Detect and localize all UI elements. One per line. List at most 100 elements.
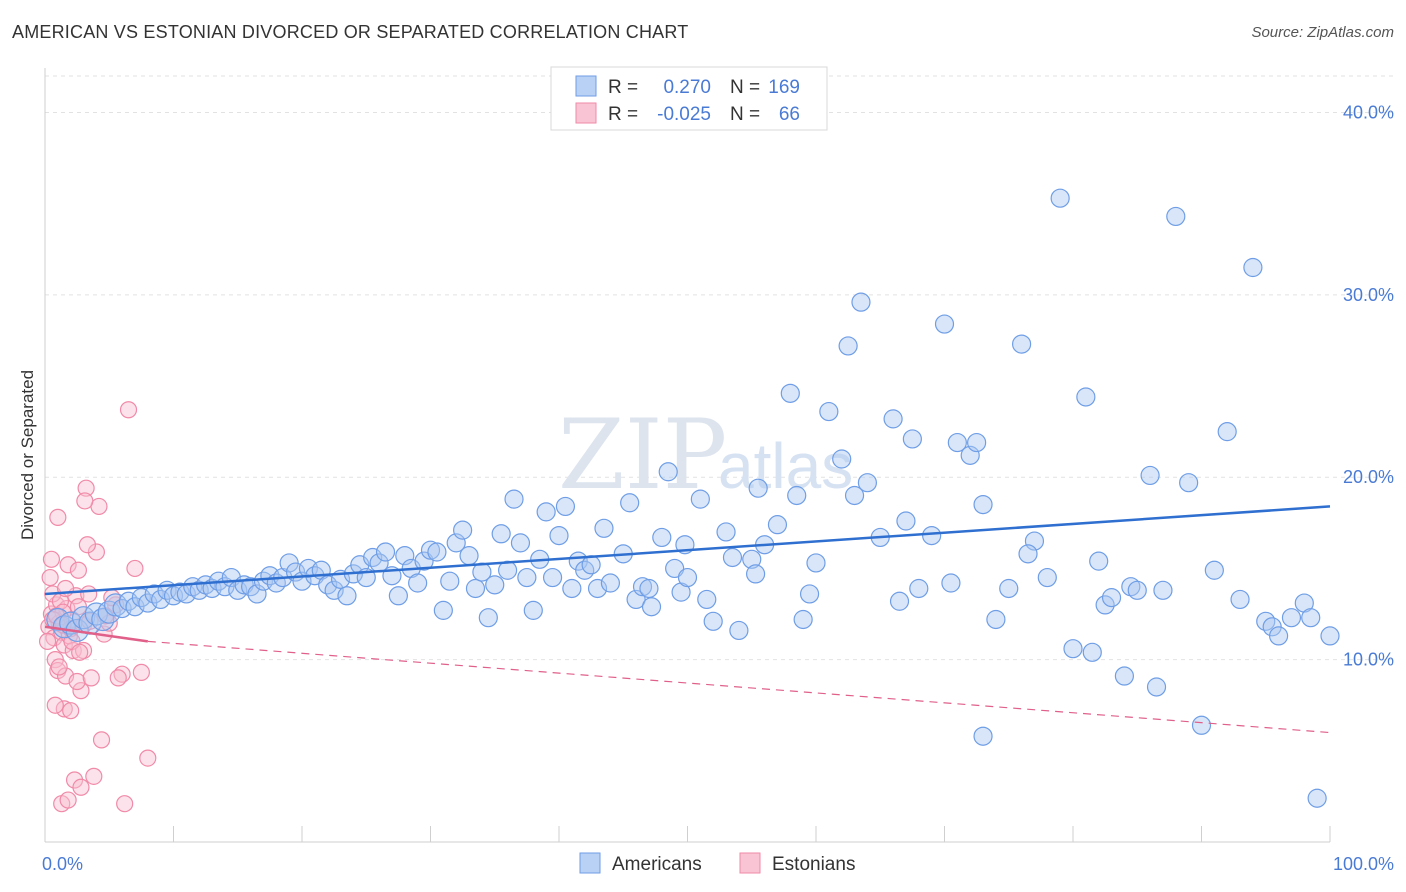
americans-point — [420, 540, 441, 560]
estonians-point — [92, 731, 111, 749]
estonians-point — [80, 585, 98, 603]
estonians-point — [119, 401, 138, 419]
americans-point — [1082, 642, 1102, 662]
legend-swatch-estonians — [575, 102, 597, 124]
americans-point — [941, 573, 961, 593]
americans-point — [883, 409, 903, 429]
estonians-point — [46, 696, 64, 714]
americans-point — [780, 383, 800, 403]
americans-point — [1166, 206, 1186, 227]
estonians-point — [71, 643, 89, 661]
y-tick-label-20: 20.0% — [1343, 467, 1394, 487]
americans-point — [433, 600, 453, 620]
americans-point — [1089, 551, 1109, 571]
americans-point — [722, 547, 743, 568]
americans-point — [967, 432, 987, 453]
estonians-point — [62, 702, 80, 720]
americans-point — [973, 726, 993, 746]
americans-point — [453, 520, 473, 540]
americans-point — [375, 542, 396, 562]
americans-point — [902, 429, 922, 449]
estonians-point — [41, 568, 59, 587]
americans-point — [562, 578, 582, 599]
watermark-atlas: atlas — [718, 430, 853, 502]
americans-point — [748, 478, 768, 498]
americans-point — [1050, 188, 1070, 208]
americans-point — [652, 527, 672, 548]
legend-frame — [550, 66, 828, 131]
americans-point — [465, 578, 486, 599]
americans-point — [491, 524, 511, 544]
americans-point — [1114, 666, 1135, 686]
americans-point — [896, 511, 916, 531]
americans-point — [549, 525, 569, 546]
bottom-legend: Americans Estonians — [579, 852, 855, 875]
americans-point — [909, 578, 929, 599]
americans-point — [536, 502, 556, 522]
americans-point — [729, 620, 749, 641]
americans-point — [1153, 580, 1173, 600]
trend-lines — [44, 505, 1331, 734]
americans-point — [1191, 715, 1212, 735]
y-axis-label: Divorced or Separated — [18, 370, 37, 540]
americans-point — [1063, 639, 1083, 659]
americans-point — [1217, 422, 1237, 442]
americans-point — [1146, 677, 1167, 697]
americans-point — [934, 314, 955, 334]
americans-point — [1281, 608, 1302, 628]
americans-point — [1101, 588, 1122, 608]
axes — [44, 68, 1331, 843]
estonians-point — [76, 492, 94, 510]
y-tick-label-40: 40.0% — [1343, 102, 1394, 122]
americans-point — [555, 496, 576, 517]
americans-point — [1037, 567, 1057, 588]
americans-point — [523, 600, 543, 620]
legend-swatch-americans — [575, 75, 597, 97]
americans-point — [1307, 788, 1327, 808]
americans-point — [677, 567, 698, 588]
americans-point — [1127, 580, 1147, 600]
americans-points — [46, 188, 1340, 808]
americans-point — [703, 611, 723, 631]
legend-r-label-estonians: R = — [608, 104, 638, 125]
americans-point — [459, 546, 479, 566]
americans-point — [1243, 257, 1263, 278]
legend-box: R = 0.270 N = 169 R = -0.025 N = 66 — [550, 66, 828, 131]
x-tick-label-max: 100.0% — [1333, 854, 1394, 874]
americans-point — [408, 573, 428, 593]
americans-point — [517, 567, 537, 588]
americans-point — [716, 522, 736, 542]
estonians-point — [132, 663, 150, 681]
estonians-point — [42, 550, 61, 568]
estonians-trend-line-dashed — [147, 640, 1331, 734]
americans-point — [639, 578, 659, 599]
legend-r-value-estonians: -0.025 — [657, 104, 711, 125]
estonians-trend-line-solid — [44, 625, 148, 643]
americans-point — [1076, 387, 1096, 407]
americans-point — [844, 485, 865, 506]
americans-point — [1301, 608, 1321, 628]
americans-point — [1121, 577, 1141, 597]
legend-n-value-estonians: 66 — [779, 104, 800, 125]
estonians-point — [78, 536, 97, 554]
grid-lines — [45, 75, 1394, 661]
watermark-zip: ZIP — [558, 399, 727, 511]
estonians-point — [50, 658, 68, 676]
estonians-point — [59, 556, 77, 574]
americans-point — [658, 462, 678, 482]
bottom-legend-swatch-estonians — [739, 852, 761, 874]
americans-point — [600, 573, 621, 593]
americans-point — [1018, 544, 1038, 564]
americans-point — [485, 575, 505, 595]
americans-point — [632, 577, 653, 597]
legend-r-value-americans: 0.270 — [663, 77, 711, 98]
legend-n-label-americans: N = — [730, 77, 760, 98]
legend-r-label-americans: R = — [608, 77, 638, 98]
estonians-point — [72, 778, 90, 796]
estonians-point — [38, 632, 57, 650]
chart-title: AMERICAN VS ESTONIAN DIVORCED OR SEPARAT… — [12, 22, 689, 42]
estonians-point — [126, 559, 144, 578]
legend-n-value-americans: 169 — [768, 77, 800, 98]
estonians-point — [116, 795, 134, 813]
